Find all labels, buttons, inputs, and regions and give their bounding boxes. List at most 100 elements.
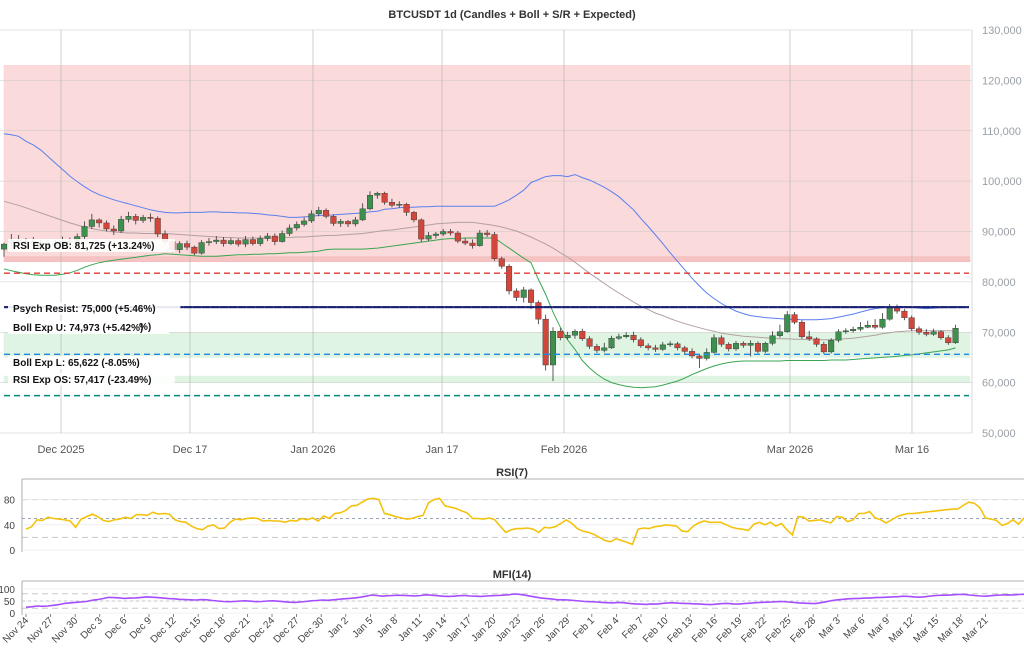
candle-body: [293, 224, 300, 229]
candle: [476, 229, 483, 247]
candle: [733, 340, 740, 351]
main-chart-title: BTCUSDT 1d (Candles + Boll + S/R + Expec…: [388, 9, 636, 21]
candle-body: [425, 235, 432, 240]
candle-body: [403, 204, 410, 213]
mfi-panel-y-tick-2: 100: [0, 585, 15, 596]
candle: [601, 342, 608, 353]
candle-body: [227, 240, 234, 244]
level-label-text: Boll Exp U: 74,973 (+5.42%): [13, 323, 143, 334]
candle: [645, 343, 652, 351]
candle: [711, 334, 718, 354]
candle: [227, 238, 234, 246]
main-y-tick-1: 60,000: [982, 378, 1016, 390]
main-x-tick-0: Dec 2025: [37, 444, 84, 456]
candle: [872, 319, 879, 330]
candle: [776, 324, 783, 338]
candle-body: [191, 246, 198, 254]
levels: [4, 272, 969, 397]
candle-body: [110, 228, 117, 232]
candle: [681, 345, 688, 354]
candle-body: [696, 355, 703, 359]
candle-body: [147, 217, 154, 219]
candle-body: [630, 335, 637, 341]
candle-body: [784, 314, 791, 332]
zone-1: [3, 256, 971, 262]
main-x-tick-3: Jan 17: [425, 444, 458, 456]
candle: [396, 201, 403, 208]
candle: [542, 314, 549, 371]
candle-body: [703, 352, 710, 359]
candle-body: [323, 210, 330, 217]
candle-body: [396, 204, 403, 206]
candle-body: [937, 331, 944, 338]
level-label-text: Psych Resist: 75,000 (+5.46%): [13, 304, 156, 315]
candle: [930, 328, 937, 336]
candle-body: [410, 212, 417, 221]
mfi-x-tick-6: Dec 12: [149, 615, 179, 645]
candle: [806, 330, 813, 341]
candle: [923, 329, 930, 337]
candle-body: [88, 219, 95, 227]
candle-body: [249, 239, 256, 244]
level-label-bg: [8, 302, 181, 315]
candle-body: [1, 243, 7, 250]
candle-body: [359, 208, 366, 221]
candle-body: [872, 324, 879, 328]
candle-body: [659, 344, 666, 350]
candle-body: [820, 344, 827, 353]
main-axes: 50,000 60,000 70,000 80,000 90,000 100,000 110…: [37, 25, 1021, 456]
candle-body: [345, 221, 352, 225]
candle-body: [132, 216, 139, 221]
candle: [345, 219, 352, 227]
candle-body: [615, 336, 622, 339]
mfi-x-tick-24: Feb 4: [596, 615, 622, 641]
candle: [374, 191, 381, 199]
main-y-tick-6: 110,000: [982, 126, 1021, 138]
candle-body: [740, 343, 747, 346]
mfi-x-tick-17: Jan 14: [420, 615, 449, 644]
candle: [367, 191, 374, 211]
main-y-tick-4: 90,000: [982, 227, 1016, 239]
candle: [637, 337, 644, 348]
mfi-x-tick-38: Mar 18: [936, 615, 966, 645]
candle-body: [213, 239, 220, 242]
candle: [791, 312, 798, 325]
candle-body: [733, 343, 740, 350]
candle: [520, 286, 527, 303]
candle: [359, 203, 366, 221]
candle-body: [535, 302, 542, 320]
candle-body: [118, 219, 125, 232]
candle-body: [103, 222, 110, 230]
candle-body: [637, 339, 644, 347]
candle: [352, 216, 359, 227]
candle-body: [235, 240, 242, 245]
zone-0: [3, 65, 971, 257]
mfi-panel-y-tick-1: 50: [4, 597, 16, 608]
candle: [615, 333, 622, 340]
main-y-tick-0: 50,000: [982, 428, 1016, 440]
candle: [740, 341, 747, 348]
candle-body: [571, 331, 578, 336]
mfi-x-tick-37: Mar 15: [912, 615, 942, 645]
candle-body: [769, 335, 776, 344]
candle: [220, 237, 227, 247]
candle-body: [945, 337, 952, 344]
mfi-x-tick-32: Feb 28: [789, 615, 819, 645]
candle-body: [711, 337, 718, 353]
candle-body: [579, 331, 586, 339]
candle: [754, 341, 761, 354]
candle: [183, 240, 190, 251]
candle: [828, 338, 835, 354]
candle-body: [330, 216, 337, 224]
candle-body: [454, 232, 461, 242]
candle: [798, 320, 805, 339]
candle: [784, 311, 791, 333]
candle-body: [381, 193, 388, 203]
mfi-x-tick-30: Feb 22: [739, 615, 769, 645]
candle-body: [776, 331, 783, 336]
rsi-panel-line: [25, 497, 1024, 546]
mfi-x-tick-8: Dec 18: [198, 615, 228, 645]
candle: [447, 228, 454, 236]
